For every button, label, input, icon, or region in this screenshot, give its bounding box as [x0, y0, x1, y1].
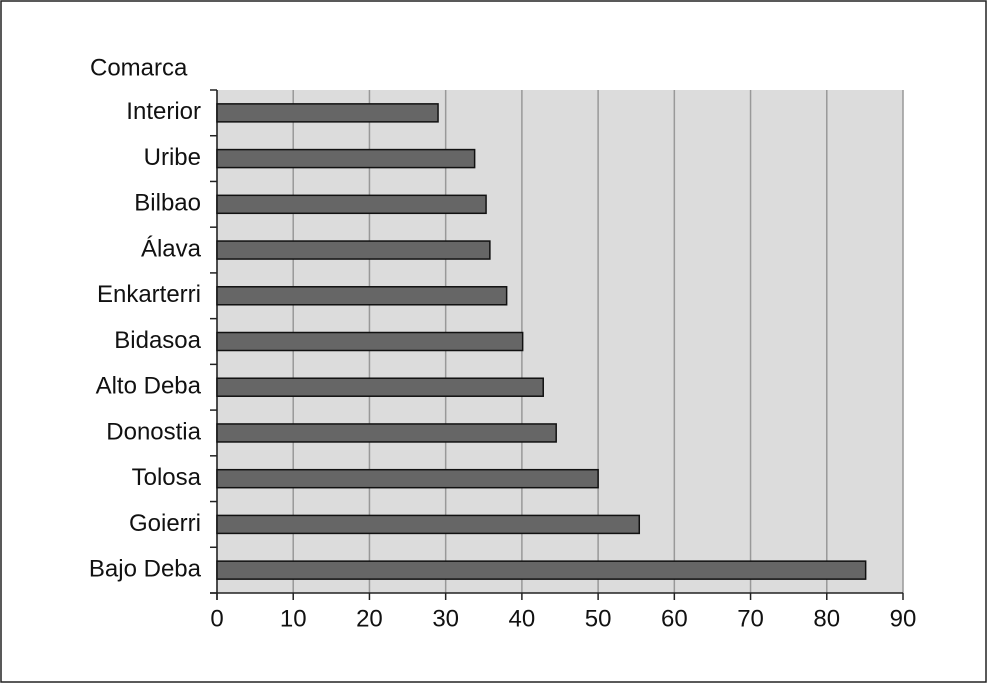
- bar: [216, 103, 439, 123]
- x-tick-label: 20: [356, 605, 383, 632]
- y-tick-label: Álava: [141, 235, 202, 262]
- bar: [216, 377, 544, 397]
- bar: [216, 194, 487, 215]
- x-tick-label: 40: [509, 605, 536, 632]
- bar: [216, 468, 599, 489]
- bar: [216, 286, 508, 306]
- y-tick-label: Donostia: [106, 418, 201, 445]
- x-tick-label: 80: [813, 605, 840, 632]
- bar: [216, 514, 641, 535]
- y-tick-label: Bajo Deba: [89, 555, 202, 582]
- y-tick-label: Goierri: [129, 510, 201, 537]
- y-tick-label: Alto Deba: [96, 373, 202, 400]
- x-tick-label: 50: [585, 605, 612, 632]
- y-tick-label: Uribe: [144, 144, 201, 171]
- x-tick-label: 60: [661, 605, 688, 632]
- axis-title: Comarca: [90, 54, 188, 81]
- y-tick-label: Interior: [126, 98, 201, 125]
- x-tick-label: 0: [210, 605, 223, 632]
- y-tick-label: Tolosa: [132, 464, 202, 491]
- x-tick-label: 10: [280, 605, 307, 632]
- x-tick-label: 70: [737, 605, 764, 632]
- y-tick-label: Bidasoa: [114, 327, 201, 354]
- x-tick-label: 90: [890, 605, 917, 632]
- bar: [216, 148, 476, 169]
- bar: [216, 240, 491, 260]
- x-tick-label: 30: [432, 605, 459, 632]
- bar: [216, 423, 557, 443]
- y-tick-label: Enkarterri: [97, 281, 201, 308]
- y-tick-label: Bilbao: [134, 190, 201, 217]
- bar: [216, 560, 867, 580]
- bar: [216, 331, 524, 352]
